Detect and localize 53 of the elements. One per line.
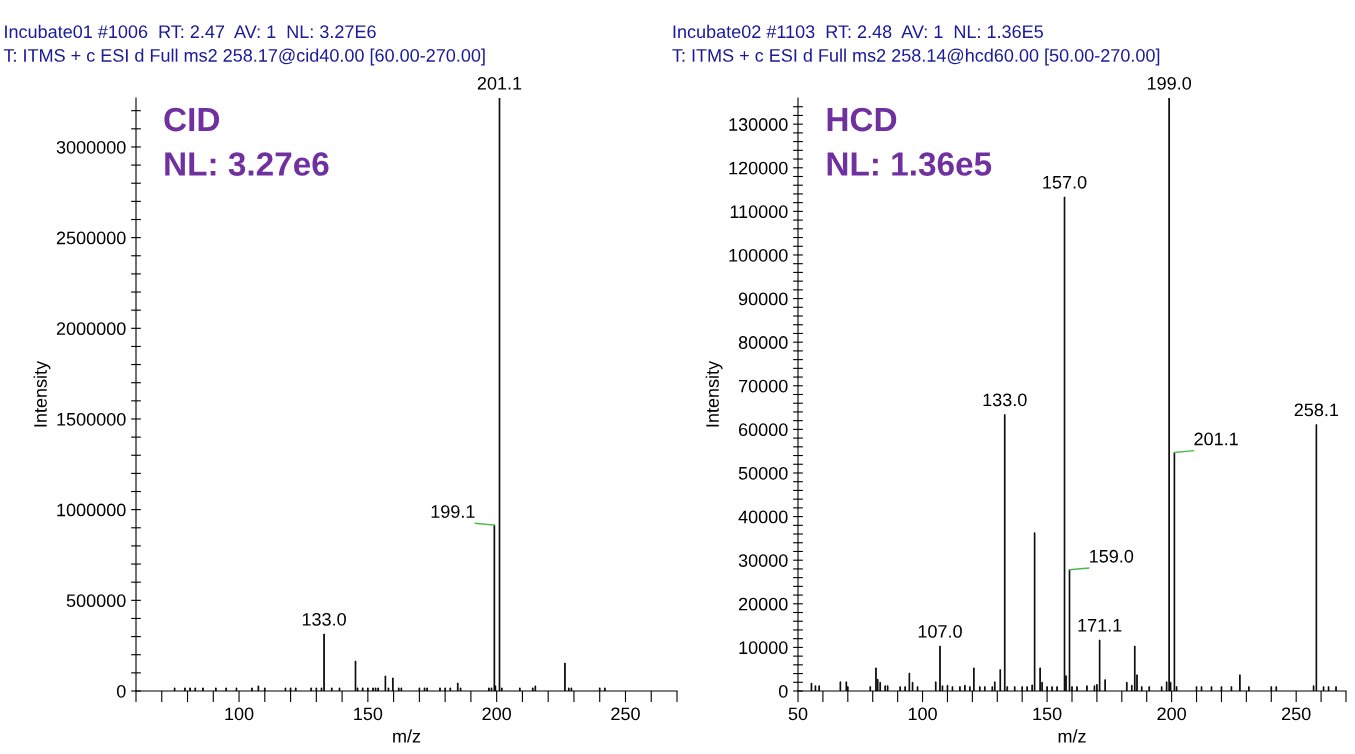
- y-tick-label: 70000: [739, 379, 788, 393]
- x-axis-title: m/z: [393, 729, 421, 743]
- y-tick-label: 130000: [729, 118, 788, 131]
- x-tick-label: 100: [225, 707, 254, 721]
- x-tick-label: 200: [1157, 707, 1186, 721]
- annotation: 171.1: [1078, 619, 1122, 632]
- annotation: 199.1: [431, 505, 475, 518]
- x-tick-label: 200: [482, 707, 512, 721]
- annotation: 159.0: [1090, 549, 1134, 563]
- x-tick-label: 250: [1282, 707, 1311, 721]
- y-tick-label: 100000: [729, 248, 788, 262]
- chart-title: Incubate01 #1006 RT: 2.47 AV: 1 NL: 3.27E6: [5, 24, 376, 39]
- annotation: 107.0: [918, 624, 962, 638]
- y-tick-label: 10000: [739, 641, 788, 655]
- y-axis-title: Intensity: [33, 360, 51, 427]
- annotation: NL: 1.36e5: [827, 152, 992, 176]
- y-tick-label: 20000: [738, 597, 788, 611]
- x-tick-label: 150: [1033, 707, 1062, 721]
- annotation: 133.0: [302, 612, 346, 626]
- y-tick-label: 50000: [738, 466, 788, 480]
- annotation: NL: 3.27e6: [165, 152, 329, 176]
- y-tick-label: 80000: [738, 336, 788, 349]
- y-tick-label: 0: [116, 684, 126, 698]
- y-tick-label: 2500000: [56, 231, 126, 245]
- annotation: 157.0: [1043, 175, 1087, 189]
- y-tick-label: 40000: [738, 510, 788, 524]
- annotation: 201.1: [1194, 432, 1238, 446]
- annotation: 201.1: [477, 76, 522, 90]
- y-tick-label: 60000: [738, 423, 788, 437]
- y-tick-label: 2000000: [56, 322, 126, 336]
- y-tick-label: 0: [778, 684, 788, 698]
- annotation: HCD: [827, 107, 897, 132]
- y-tick-label: 110000: [730, 205, 788, 219]
- chart-title: Incubate02 #1103 RT: 2.48 AV: 1 NL: 1.36E5: [673, 24, 1043, 39]
- annotation: 258.1: [1294, 403, 1339, 417]
- y-axis-title: Intensity: [705, 360, 723, 427]
- y-tick-label: 1000000: [57, 503, 126, 517]
- annotation: 199.0: [1147, 76, 1192, 90]
- x-axis-title: m/z: [1058, 729, 1086, 743]
- annotation: CID: [164, 107, 220, 132]
- x-tick-label: 150: [354, 707, 383, 721]
- y-tick-label: 30000: [738, 554, 788, 567]
- y-tick-label: 1500000: [57, 412, 126, 426]
- chart-subtitle: T: ITMS + c ESI d Full ms2 258.14@hcd60.00 [50.00-270.00]: [672, 48, 1160, 66]
- chart-subtitle: T: ITMS + c ESI d Full ms2 258.17@cid40.00 [60.00-270.00]: [3, 48, 485, 66]
- x-tick-label: 50: [788, 707, 808, 721]
- annotation: 133.0: [983, 393, 1027, 407]
- y-tick-label: 90000: [738, 292, 788, 306]
- y-tick-label: 3000000: [56, 140, 126, 154]
- x-tick-label: 100: [908, 707, 937, 721]
- y-tick-label: 120000: [729, 161, 788, 175]
- y-tick-label: 500000: [66, 594, 126, 608]
- x-tick-label: 250: [611, 707, 640, 721]
